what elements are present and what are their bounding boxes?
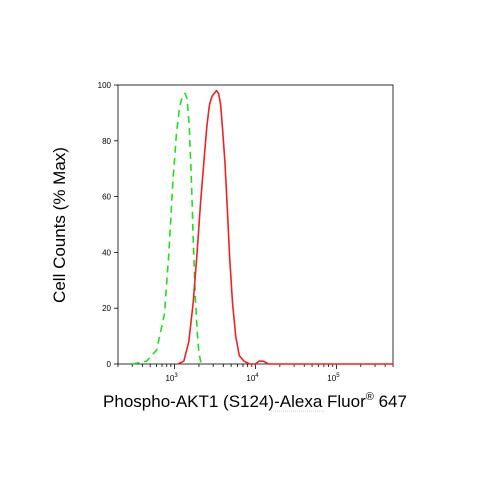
series-layer xyxy=(132,89,393,365)
x-axis-title-superscript: ® xyxy=(366,391,374,403)
y-tick-label: 100 xyxy=(98,81,112,90)
x-axis-title: Phospho-AKT1 (S124)-Alexa Fluor® 647 xyxy=(103,391,407,411)
x-axis-ticks: 103 104 105 xyxy=(117,364,394,383)
x-tick-base: 10 xyxy=(246,374,255,383)
x-tick-exponent: 5 xyxy=(336,373,340,379)
histogram-series-1 xyxy=(132,92,204,365)
x-tick-label: 105 xyxy=(327,373,340,383)
y-axis-ticks: 0 20 40 60 80 100 xyxy=(98,81,118,369)
y-axis-title: Cell Counts (% Max) xyxy=(50,147,69,303)
x-tick-base: 10 xyxy=(165,374,174,383)
y-tick-label: 20 xyxy=(102,304,111,313)
y-tick-label: 40 xyxy=(102,248,111,257)
x-tick-exponent: 4 xyxy=(255,373,259,379)
y-tick-label: 80 xyxy=(102,137,111,146)
histogram-series-2 xyxy=(177,89,393,365)
y-tick-label: 0 xyxy=(107,360,112,369)
x-tick-label: 103 xyxy=(165,373,178,383)
x-tick-exponent: 3 xyxy=(174,373,178,379)
x-axis-title-main: Phospho-AKT1 (S124)-Alexa Fluor xyxy=(103,392,366,411)
x-tick-base: 10 xyxy=(327,374,336,383)
y-tick-label: 60 xyxy=(102,193,111,202)
plot-frame xyxy=(117,84,394,365)
x-tick-label: 104 xyxy=(246,373,259,383)
x-axis-title-suffix: 647 xyxy=(374,392,407,411)
